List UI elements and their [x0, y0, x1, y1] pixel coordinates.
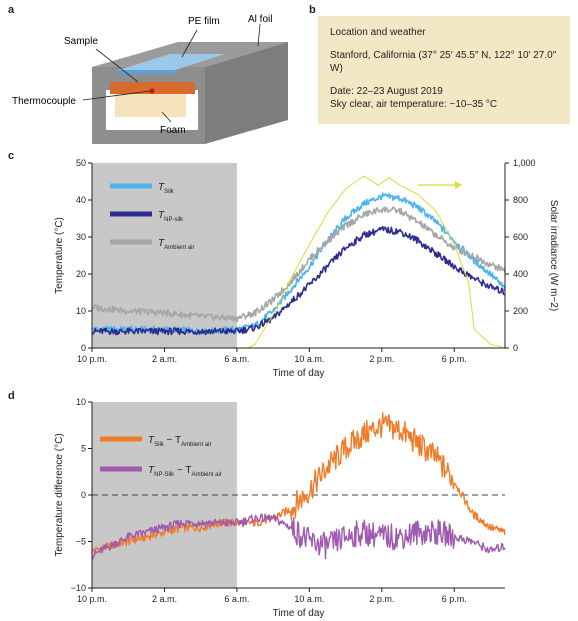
setup-schematic: PE film Al foil Sample Thermocouple Foam [12, 14, 288, 144]
x-tick-label: 6 p.m. [442, 354, 467, 364]
x-tick-label: 6 a.m. [224, 354, 249, 364]
y-tick-label: 0 [81, 343, 86, 353]
legend-label-1: TSilk [158, 182, 175, 195]
x-axis-label: Time of day [273, 608, 325, 619]
x-tick-label: 10 a.m. [294, 354, 324, 364]
y-tick-label: −5 [76, 537, 86, 547]
y-tick-label: 20 [76, 269, 86, 279]
x-tick-label: 10 p.m. [77, 594, 107, 604]
y-tick-label: 50 [76, 158, 86, 168]
legend-label-2: TNP-silk [158, 210, 184, 223]
panel-label-b: b [309, 4, 316, 16]
pe-film-leader [181, 29, 198, 58]
series-line-2 [91, 513, 506, 560]
y2-axis-label: Solar irradiance (W m−2) [548, 200, 559, 311]
series-line-1 [91, 412, 506, 554]
x-tick-label: 6 a.m. [224, 594, 249, 604]
x-tick-label: 2 p.m. [369, 594, 394, 604]
y-axis-label: Temperature difference (°C) [54, 433, 65, 556]
y2-tick-label: 1,000 [513, 158, 536, 168]
y-tick-label: 10 [76, 306, 86, 316]
y-tick-label: 40 [76, 195, 86, 205]
series-line-2 [91, 225, 506, 336]
temperature-chart: 10 p.m. 2 a.m. 6 a.m. 10 a.m. 2 p.m. 6 p.m. Ti… [54, 158, 559, 379]
legend-label-3: TAmbient air [158, 238, 194, 251]
y2-tick-label: 800 [513, 195, 528, 205]
weather-sky: Sky clear, air temperature: ~10–35 °C [330, 99, 498, 110]
sample-label: Sample [64, 36, 98, 47]
temperature-difference-chart: 10 p.m. 2 a.m. 6 a.m. 10 a.m. 2 p.m. 6 p.m. Ti… [54, 397, 506, 619]
y2-tick-label: 400 [513, 269, 528, 279]
foam-label: Foam [160, 125, 186, 136]
al-foil-label: Al foil [248, 14, 272, 25]
y-tick-label: 10 [76, 397, 86, 407]
x-tick-label: 10 p.m. [77, 354, 107, 364]
y2-tick-label: 200 [513, 306, 528, 316]
sample-layer [110, 82, 195, 94]
x-tick-label: 2 a.m. [152, 354, 177, 364]
thermocouple-label: Thermocouple [12, 96, 76, 107]
y-axis-label: Temperature (°C) [54, 217, 65, 294]
al-foil-right [205, 42, 288, 144]
y-tick-label: −10 [71, 583, 86, 593]
weather-info-box: Location and weather Stanford, Californi… [318, 16, 570, 124]
thermocouple-dot [149, 88, 155, 94]
pe-film-label: PE film [188, 16, 220, 27]
x-tick-label: 6 p.m. [442, 594, 467, 604]
x-tick-label: 2 a.m. [152, 594, 177, 604]
x-tick-label: 10 a.m. [294, 594, 324, 604]
panel-label-d: d [8, 390, 15, 402]
pe-film-edge [118, 70, 175, 74]
series-line-4 [247, 175, 506, 349]
weather-title: Location and weather [330, 27, 426, 38]
y-tick-label: 5 [81, 444, 86, 454]
x-tick-label: 2 p.m. [369, 354, 394, 364]
y-tick-label: 0 [81, 490, 86, 500]
legend-label-2: TNP-Silk − TAmbient air [148, 465, 222, 478]
weather-date: Date: 22–23 August 2019 [330, 86, 443, 97]
y-tick-label: 30 [76, 232, 86, 242]
y2-tick-label: 0 [513, 343, 518, 353]
thermocouple-leader [82, 90, 151, 101]
panel-label-a: a [8, 4, 15, 16]
foam-leader [161, 111, 172, 123]
y2-tick-label: 600 [513, 232, 528, 242]
sample-leader [95, 48, 139, 83]
x-axis-label: Time of day [273, 368, 325, 379]
pe-film [118, 54, 225, 70]
weather-location: Stanford, California (37° 25′ 45.5″ N, 1… [330, 50, 557, 74]
panel-label-c: c [8, 150, 15, 162]
legend-label-1: TSilk − TAmbient air [148, 435, 211, 448]
foam-block [115, 94, 186, 117]
solar-arrow-head [455, 181, 462, 189]
series-line-3 [91, 206, 506, 323]
al-foil-leader [257, 23, 261, 47]
